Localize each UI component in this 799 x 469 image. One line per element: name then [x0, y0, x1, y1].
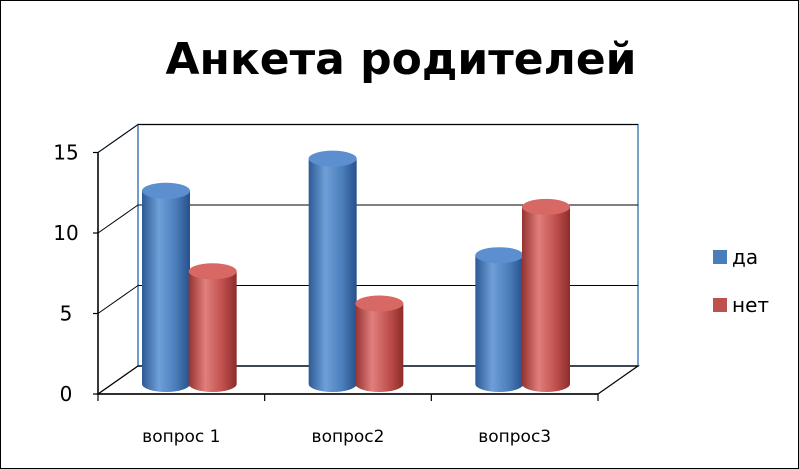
- legend: да нет: [713, 245, 769, 317]
- bars: [142, 150, 570, 392]
- legend-swatch: [713, 298, 727, 312]
- side-wall: [97, 123, 139, 396]
- bar-body: [355, 303, 404, 392]
- bar-top: [522, 198, 570, 215]
- legend-swatch: [713, 250, 727, 264]
- gridline-side: [97, 124, 139, 153]
- x-category-label: вопрос 1: [142, 427, 220, 447]
- x-axis-categories: вопрос 1 вопрос2 вопрос3: [142, 427, 551, 447]
- bar-top: [475, 247, 524, 264]
- bar: [355, 295, 404, 392]
- bar-body: [522, 206, 570, 392]
- gridline-side: [97, 285, 139, 314]
- legend-label: да: [732, 245, 758, 269]
- y-axis-ticks: 0 5 10 15: [53, 141, 98, 406]
- bar: [475, 247, 524, 392]
- bar: [142, 182, 190, 392]
- bar-body: [475, 255, 524, 392]
- y-tick-label: 5: [60, 302, 73, 326]
- bar-top: [308, 150, 357, 167]
- y-tick-label: 15: [53, 141, 78, 165]
- bar-body: [188, 271, 237, 392]
- y-tick-label: 10: [53, 221, 78, 245]
- bar-top: [355, 295, 404, 312]
- bar: [188, 263, 237, 392]
- chart-title: Анкета родителей: [165, 34, 636, 85]
- bar-top: [142, 182, 190, 199]
- legend-label: нет: [732, 293, 769, 317]
- x-category-label: вопрос2: [312, 427, 385, 447]
- bar: [308, 150, 357, 392]
- y-tick-label: 0: [60, 382, 73, 406]
- bar: [522, 198, 570, 392]
- bar-top: [188, 263, 237, 280]
- x-category-label: вопрос3: [478, 427, 551, 447]
- bar-body: [308, 158, 357, 392]
- bar-body: [142, 190, 190, 392]
- gridline-side: [97, 204, 139, 234]
